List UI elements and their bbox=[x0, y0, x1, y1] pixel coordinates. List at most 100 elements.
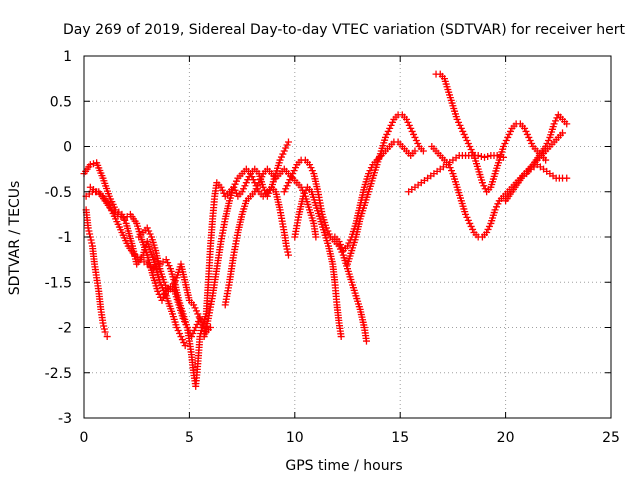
data-point bbox=[480, 182, 488, 190]
data-point bbox=[171, 277, 179, 285]
data-point bbox=[419, 147, 427, 155]
series-sat-f bbox=[198, 138, 292, 331]
data-point bbox=[169, 283, 177, 291]
data-point bbox=[411, 133, 419, 141]
data-point bbox=[218, 186, 226, 194]
data-point bbox=[232, 177, 240, 185]
data-point bbox=[338, 244, 346, 252]
data-point bbox=[384, 127, 392, 135]
data-point bbox=[87, 236, 95, 244]
data-point bbox=[542, 143, 550, 150]
data-point bbox=[242, 179, 250, 187]
data-point bbox=[337, 333, 345, 341]
data-point bbox=[502, 136, 510, 144]
grid-lines bbox=[84, 56, 611, 418]
data-point bbox=[491, 206, 499, 214]
data-point bbox=[446, 164, 454, 172]
data-point bbox=[463, 136, 471, 144]
data-point bbox=[248, 173, 256, 181]
data-point bbox=[528, 139, 536, 147]
y-tick-label: 1 bbox=[63, 49, 72, 65]
data-point bbox=[174, 327, 182, 335]
data-point bbox=[283, 245, 291, 253]
data-point bbox=[165, 262, 173, 270]
data-point bbox=[160, 278, 168, 286]
data-point bbox=[143, 224, 151, 232]
data-point bbox=[173, 324, 181, 331]
data-point bbox=[247, 170, 255, 178]
data-point bbox=[164, 259, 172, 267]
data-point bbox=[525, 133, 533, 141]
data-point bbox=[411, 147, 419, 155]
series-sat-j bbox=[291, 183, 345, 341]
data-point bbox=[284, 248, 292, 256]
data-point bbox=[159, 293, 167, 301]
data-point bbox=[483, 228, 491, 236]
data-point bbox=[543, 139, 551, 147]
data-point bbox=[453, 115, 461, 123]
data-point bbox=[414, 139, 422, 147]
series-sat-h bbox=[221, 165, 320, 309]
data-point bbox=[481, 153, 489, 161]
data-point bbox=[283, 182, 291, 190]
data-point bbox=[282, 144, 290, 152]
series-sat-c bbox=[82, 206, 111, 341]
data-point bbox=[403, 115, 411, 123]
data-point bbox=[550, 120, 558, 128]
data-point bbox=[467, 146, 475, 154]
data-point bbox=[308, 167, 316, 175]
data-point bbox=[505, 130, 513, 138]
data-point bbox=[220, 189, 228, 197]
series-sat-a bbox=[80, 159, 189, 350]
data-point bbox=[301, 189, 309, 197]
data-point bbox=[178, 336, 186, 344]
series-sat-e bbox=[135, 224, 214, 336]
x-tick-label: 25 bbox=[602, 430, 620, 446]
data-point bbox=[412, 136, 420, 144]
data-point bbox=[299, 192, 307, 200]
y-tick-labels: -3 -2.5 -2 -1.5 -1 -0.5 0 0.5 1 bbox=[45, 49, 72, 427]
y-tick-label: -1 bbox=[58, 230, 72, 246]
data-point bbox=[286, 176, 294, 184]
x-tick-label: 0 bbox=[80, 430, 89, 446]
data-point bbox=[280, 188, 288, 196]
y-axis-title: SDTVAR / TECUs bbox=[7, 181, 23, 296]
data-point bbox=[194, 310, 202, 318]
data-point bbox=[455, 118, 463, 126]
data-point bbox=[251, 188, 259, 196]
data-point bbox=[180, 339, 188, 347]
data-point bbox=[258, 173, 266, 181]
data-point bbox=[254, 182, 262, 190]
data-point bbox=[501, 139, 509, 147]
data-point bbox=[467, 222, 475, 230]
data-point bbox=[100, 325, 108, 333]
data-point bbox=[177, 333, 185, 341]
data-point bbox=[287, 173, 295, 181]
data-point bbox=[195, 313, 203, 321]
data-point bbox=[504, 133, 512, 141]
data-point bbox=[521, 124, 529, 132]
data-point bbox=[312, 233, 320, 241]
data-point bbox=[170, 280, 178, 288]
data-point bbox=[336, 241, 344, 249]
x-tick-label: 5 bbox=[185, 430, 194, 446]
data-point bbox=[404, 118, 412, 126]
data-point bbox=[464, 139, 472, 147]
data-point bbox=[162, 256, 170, 264]
data-point bbox=[190, 301, 198, 309]
data-point bbox=[477, 152, 485, 160]
data-point bbox=[362, 337, 370, 345]
series-sat-m bbox=[405, 152, 507, 196]
data-point bbox=[231, 180, 239, 188]
data-point bbox=[191, 304, 199, 312]
data-point bbox=[292, 164, 300, 172]
data-point bbox=[388, 118, 396, 126]
data-point bbox=[324, 227, 332, 235]
data-point bbox=[485, 222, 493, 230]
data-point bbox=[158, 296, 166, 304]
y-tick-label: -0.5 bbox=[45, 185, 72, 201]
data-point bbox=[463, 213, 471, 221]
data-point bbox=[101, 328, 109, 336]
data-point bbox=[542, 156, 550, 164]
